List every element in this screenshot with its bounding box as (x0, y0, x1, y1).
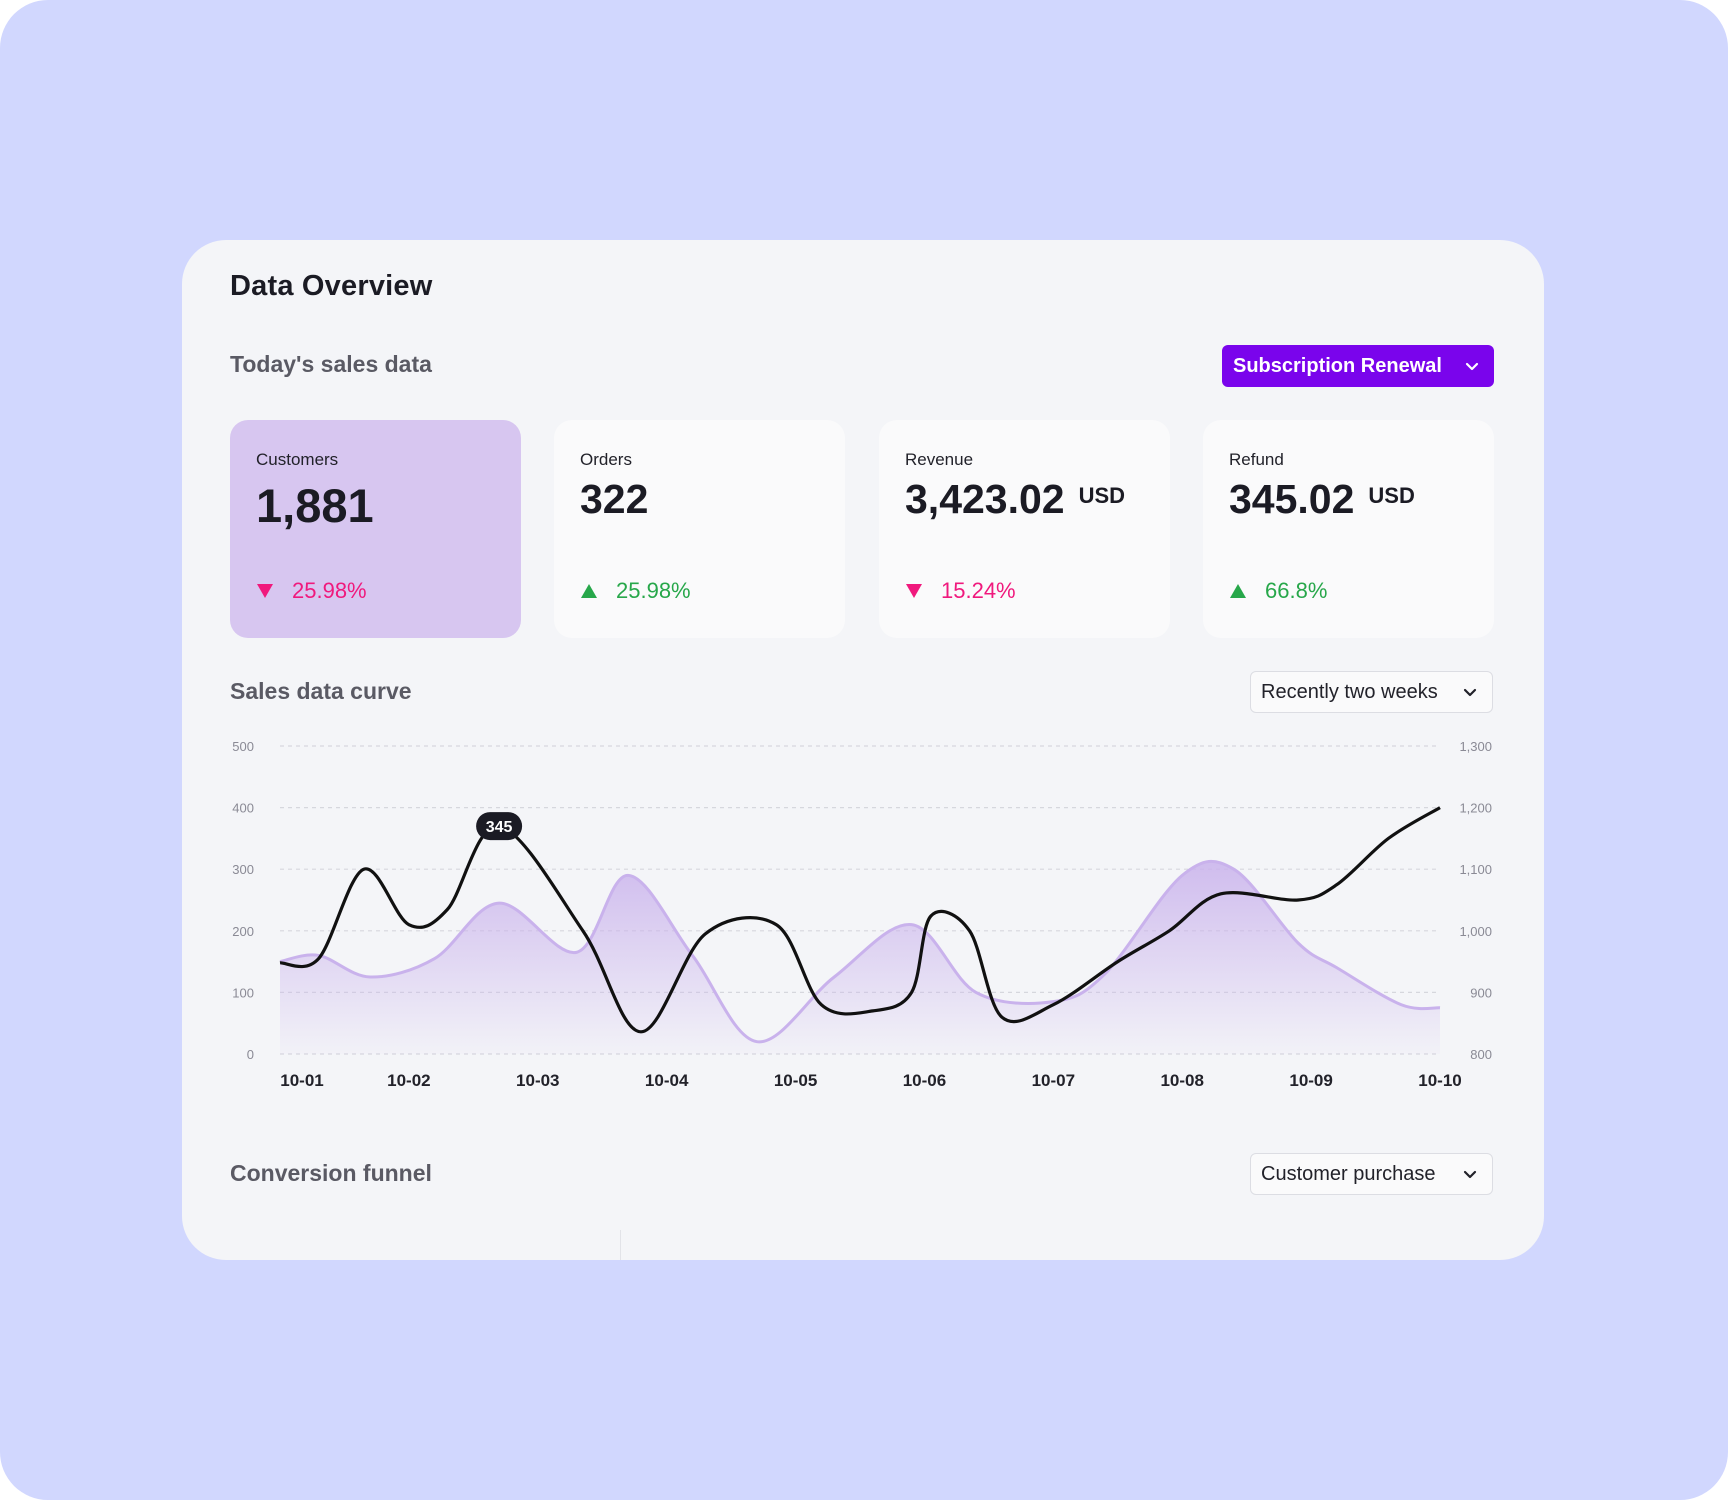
y-tick-left: 500 (232, 739, 254, 754)
y-tick-right: 900 (1470, 985, 1492, 1000)
revenue-card[interactable]: Revenue 3,423.02 USD 15.24% (879, 420, 1170, 638)
customers-card[interactable]: Customers 1,881 25.98% (230, 420, 521, 638)
x-tick-label: 10-08 (1160, 1071, 1203, 1090)
page-title: Data Overview (230, 270, 433, 302)
x-tick-label: 10-07 (1032, 1071, 1075, 1090)
y-tick-right: 1,300 (1459, 739, 1492, 754)
chevron-down-icon (1463, 1170, 1477, 1179)
y-tick-left: 0 (247, 1047, 254, 1062)
up-triangle-icon (581, 584, 597, 598)
data-overview-panel: Data Overview Today's sales data Subscri… (182, 240, 1544, 1260)
y-tick-right: 800 (1470, 1047, 1492, 1062)
orders-card[interactable]: Orders 322 25.98% (554, 420, 845, 638)
y-tick-right: 1,100 (1459, 862, 1492, 877)
x-tick-label: 10-06 (903, 1071, 946, 1090)
funnel-section-title: Conversion funnel (230, 1160, 432, 1186)
y-tick-left: 300 (232, 862, 254, 877)
card-value: 1,881 (256, 479, 374, 532)
card-label: Refund (1229, 450, 1284, 469)
y-tick-left: 200 (232, 924, 254, 939)
y-tick-left: 100 (232, 985, 254, 1000)
area-series-fill (280, 861, 1440, 1054)
card-value: 345.02 USD (1229, 476, 1415, 522)
x-tick-label: 10-04 (645, 1071, 689, 1090)
card-value: 3,423.02 USD (905, 476, 1126, 522)
card-change: 25.98% (256, 578, 367, 604)
subscription-renewal-dropdown[interactable]: Subscription Renewal (1222, 345, 1494, 387)
chevron-down-icon (1465, 362, 1479, 371)
funnel-dropdown-label: Customer purchase (1261, 1162, 1436, 1185)
change-value: 66.8% (1265, 578, 1328, 603)
peak-annotation-label: 345 (486, 819, 513, 836)
card-value: 322 (580, 476, 649, 522)
change-value: 25.98% (292, 578, 367, 603)
x-tick-label: 10-10 (1418, 1071, 1461, 1090)
card-unit: USD (1078, 483, 1126, 508)
curve-section-title: Sales data curve (230, 678, 412, 704)
subscription-renewal-label: Subscription Renewal (1233, 354, 1442, 377)
card-change: 25.98% (580, 578, 691, 604)
area-series-line (279, 860, 1441, 1044)
x-tick-label: 10-03 (516, 1071, 559, 1090)
x-tick-label: 10-01 (280, 1071, 323, 1090)
card-change: 66.8% (1229, 578, 1327, 604)
y-tick-right: 1,000 (1459, 924, 1492, 939)
x-tick-label: 10-02 (387, 1071, 430, 1090)
line-series (279, 806, 1441, 1034)
sales-curve-chart: 500 1,300 400 1,200 300 1,100 200 1,000 100 900 0 8… (182, 720, 1544, 1100)
card-unit: USD (1368, 483, 1415, 508)
y-tick-left: 400 (232, 801, 254, 816)
period-dropdown[interactable]: Recently two weeks (1250, 671, 1493, 713)
change-value: 15.24% (941, 578, 1016, 603)
chevron-down-icon (1463, 688, 1477, 697)
card-label: Revenue (905, 450, 974, 469)
period-dropdown-label: Recently two weeks (1261, 680, 1438, 703)
peak-annotation-badge (476, 812, 523, 841)
change-value: 25.98% (616, 578, 691, 603)
down-triangle-icon (906, 584, 922, 598)
down-triangle-icon (257, 584, 273, 598)
funnel-dropdown[interactable]: Customer purchase (1250, 1153, 1493, 1195)
card-change: 15.24% (905, 578, 1016, 604)
x-tick-label: 10-05 (774, 1071, 817, 1090)
funnel-divider (620, 1230, 621, 1260)
y-tick-right: 1,200 (1459, 801, 1492, 816)
card-label: Orders (580, 450, 632, 469)
up-triangle-icon (1230, 584, 1246, 598)
refund-card[interactable]: Refund 345.02 USD 66.8% (1203, 420, 1494, 638)
sales-curve-svg: 500 1,300 400 1,200 300 1,100 200 1,000 100 900 0 8… (232, 739, 1492, 1090)
x-tick-label: 10-09 (1289, 1071, 1332, 1090)
card-label: Customers (256, 450, 339, 469)
sales-section-title: Today's sales data (230, 351, 432, 377)
